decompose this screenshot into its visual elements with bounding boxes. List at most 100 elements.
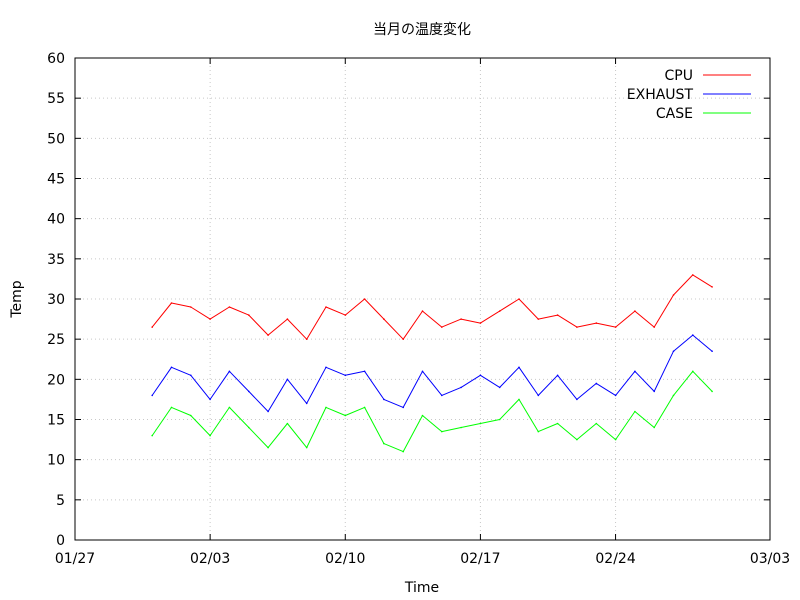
data-point-cpu [305, 338, 308, 341]
data-point-cpu [634, 310, 636, 312]
data-point-exhaust [151, 394, 153, 397]
y-tick-label: 20 [47, 372, 65, 388]
data-point-exhaust [634, 370, 636, 373]
grid [74, 57, 771, 541]
legend: CPU EXHAUST CASE [627, 68, 751, 122]
data-point-cpu [672, 294, 675, 296]
data-point-case [402, 450, 405, 453]
data-point-exhaust [228, 370, 231, 373]
x-tick-label: 01/27 [55, 551, 95, 567]
data-point-exhaust [383, 398, 385, 401]
y-tick-label: 10 [47, 453, 65, 469]
data-point-case [421, 414, 424, 417]
x-axis-label: Time [404, 580, 439, 596]
data-point-cpu [595, 322, 598, 324]
data-point-exhaust [363, 370, 366, 373]
data-point-case [556, 422, 559, 425]
data-point-cpu [248, 314, 250, 316]
data-point-case [190, 414, 192, 417]
series-line-case [151, 370, 713, 453]
data-point-case [498, 418, 501, 421]
data-point-exhaust [267, 410, 269, 413]
data-point-case [653, 426, 655, 429]
data-point-cpu [325, 306, 327, 308]
data-point-exhaust [498, 386, 501, 389]
y-axis-label: Temp [9, 280, 25, 318]
chart-title: 当月の温度変化 [373, 21, 471, 38]
data-point-case [614, 438, 617, 441]
data-point-cpu [190, 306, 192, 308]
data-point-exhaust [248, 390, 250, 393]
x-tick-label: 02/03 [190, 551, 230, 567]
x-tick-label: 02/24 [595, 551, 635, 567]
data-point-exhaust [518, 366, 520, 369]
data-point-exhaust [344, 374, 347, 377]
legend-label: CASE [656, 106, 693, 122]
y-tick-label: 40 [47, 212, 65, 228]
y-tick-label: 30 [47, 292, 65, 308]
y-tick-label: 25 [47, 332, 65, 348]
data-point-case [248, 426, 250, 429]
data-point-exhaust [305, 402, 308, 405]
data-point-case [383, 442, 385, 445]
data-point-cpu [421, 310, 424, 312]
data-point-exhaust [556, 374, 559, 377]
y-tick-label: 15 [47, 413, 65, 429]
data-point-case [518, 398, 520, 401]
data-point-exhaust [286, 378, 289, 381]
data-point-cpu [479, 322, 482, 324]
series-line-cpu [151, 274, 713, 340]
y-tick-label: 5 [56, 493, 65, 509]
data-point-exhaust [672, 350, 675, 353]
data-point-exhaust [421, 370, 424, 373]
data-point-cpu [711, 286, 713, 288]
data-point-exhaust [209, 398, 211, 401]
data-point-exhaust [595, 382, 598, 385]
data-point-exhaust [537, 394, 540, 397]
y-tick-label: 35 [47, 252, 65, 268]
data-point-cpu [498, 310, 501, 312]
data-point-cpu [614, 326, 617, 328]
data-point-exhaust [441, 394, 443, 397]
data-point-case [267, 446, 269, 449]
y-tick-label: 60 [47, 51, 65, 67]
data-point-cpu [692, 274, 694, 276]
data-point-case [286, 422, 289, 425]
data-point-exhaust [325, 366, 327, 369]
data-point-case [460, 426, 462, 429]
legend-label: EXHAUST [627, 87, 694, 103]
data-point-cpu [209, 318, 211, 320]
data-point-cpu [267, 334, 269, 336]
y-tick-label: 45 [47, 172, 65, 188]
data-point-exhaust [479, 374, 482, 377]
data-point-case [170, 406, 173, 409]
data-point-case [711, 390, 713, 393]
data-point-cpu [518, 298, 520, 300]
data-point-case [634, 410, 636, 413]
data-point-case [479, 422, 482, 425]
data-point-case [672, 394, 675, 397]
data-point-case [305, 446, 308, 449]
data-point-cpu [286, 318, 289, 320]
data-point-case [537, 430, 540, 433]
data-point-exhaust [170, 366, 173, 369]
data-point-cpu [151, 326, 153, 328]
data-point-cpu [537, 318, 540, 320]
data-point-case [576, 438, 578, 441]
data-point-exhaust [653, 390, 655, 393]
data-point-exhaust [460, 386, 462, 389]
data-point-case [363, 406, 366, 409]
y-tick-label: 55 [47, 91, 65, 107]
data-point-cpu [363, 298, 366, 300]
data-point-case [151, 434, 153, 437]
data-point-exhaust [614, 394, 617, 397]
data-point-cpu [344, 314, 347, 316]
series-line-exhaust [151, 334, 713, 412]
data-point-exhaust [711, 350, 713, 353]
axis-ticks: 0 5 10 15 20 25 30 35 40 45 50 55 60 01/27 02/03 02/10 0… [47, 51, 790, 567]
series-layer [151, 274, 713, 453]
data-point-case [595, 422, 598, 425]
legend-label: CPU [665, 68, 693, 84]
data-point-cpu [402, 338, 405, 341]
